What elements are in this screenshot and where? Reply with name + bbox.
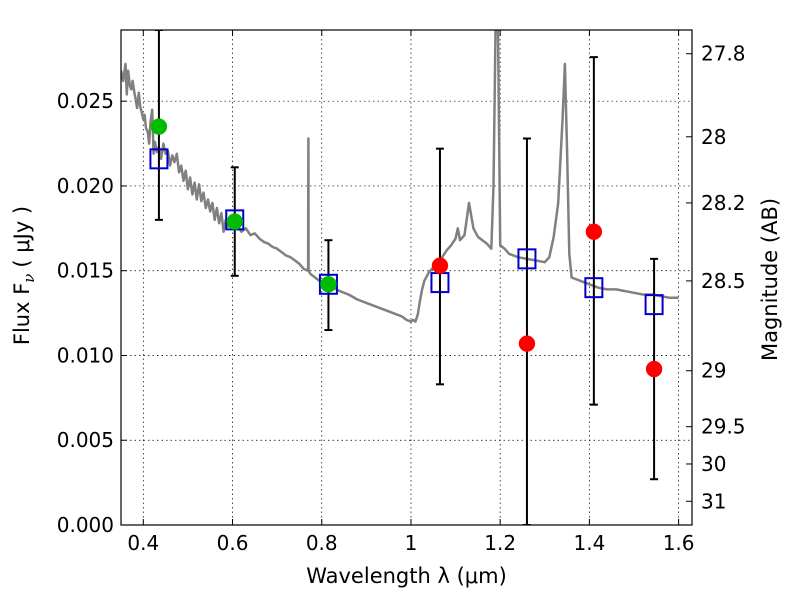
y-tick-label: 0.015	[57, 259, 114, 283]
x-axis-label: Wavelength λ (μm)	[306, 564, 507, 588]
y-tick-label: 0.000	[57, 513, 114, 537]
y-axis-label: Flux Fν ( μJy )	[10, 206, 38, 345]
y2-axis-label: Magnitude (AB)	[758, 198, 782, 361]
error-bars	[154, 30, 659, 525]
axis-ticks: 0.4 0.6 0.8 1 1.2 1.4 1.6 0.000 0.005 0.010 0.015 0…	[57, 30, 746, 555]
grid-lines	[121, 30, 692, 525]
x-tick-label: 0.6	[217, 531, 249, 555]
template-spectrum-line	[121, 30, 679, 323]
x-tick-label: 0.4	[127, 531, 159, 555]
plot-frame	[120, 29, 693, 526]
y2-tick-label: 29.5	[701, 415, 746, 439]
y2-tick-label: 30	[701, 452, 726, 476]
data-point-square	[584, 277, 604, 299]
data-point-circle	[518, 335, 536, 352]
x-tick-label: 0.8	[306, 531, 338, 555]
y-tick-label: 0.020	[57, 174, 114, 198]
data-point-square	[517, 248, 537, 270]
y2-tick-label: 28.5	[701, 269, 746, 293]
data-point-square	[644, 294, 664, 316]
data-point-circle	[645, 360, 663, 378]
y-tick-label: 0.010	[57, 343, 114, 367]
x-tick-label: 1.4	[573, 531, 605, 555]
data-point-circle	[226, 213, 244, 230]
y2-tick-label: 27.8	[701, 42, 746, 66]
x-tick-label: 1.6	[663, 531, 695, 555]
data-markers	[149, 118, 664, 378]
data-point-circle	[585, 223, 603, 240]
y2-tick-label: 28.2	[701, 191, 746, 215]
y2-tick-label: 29	[701, 359, 726, 383]
x-tick-label: 1.2	[484, 531, 516, 555]
data-point-circle	[150, 118, 168, 135]
y-axis-label-main: Flux F	[10, 283, 34, 345]
y-axis-label-sub: ν	[20, 274, 38, 283]
y2-tick-label: 31	[701, 489, 726, 513]
data-point-square	[149, 148, 169, 170]
x-tick-label: 1	[405, 531, 418, 555]
y-axis-label-unit: ( μJy )	[10, 206, 34, 268]
template-spectrum	[121, 30, 679, 323]
y-tick-label: 0.025	[57, 89, 114, 113]
data-point-square	[318, 273, 338, 295]
data-point-circle	[431, 257, 449, 274]
data-point-circle	[320, 276, 337, 293]
y-tick-label: 0.005	[57, 428, 114, 452]
y2-tick-label: 28	[701, 125, 726, 149]
